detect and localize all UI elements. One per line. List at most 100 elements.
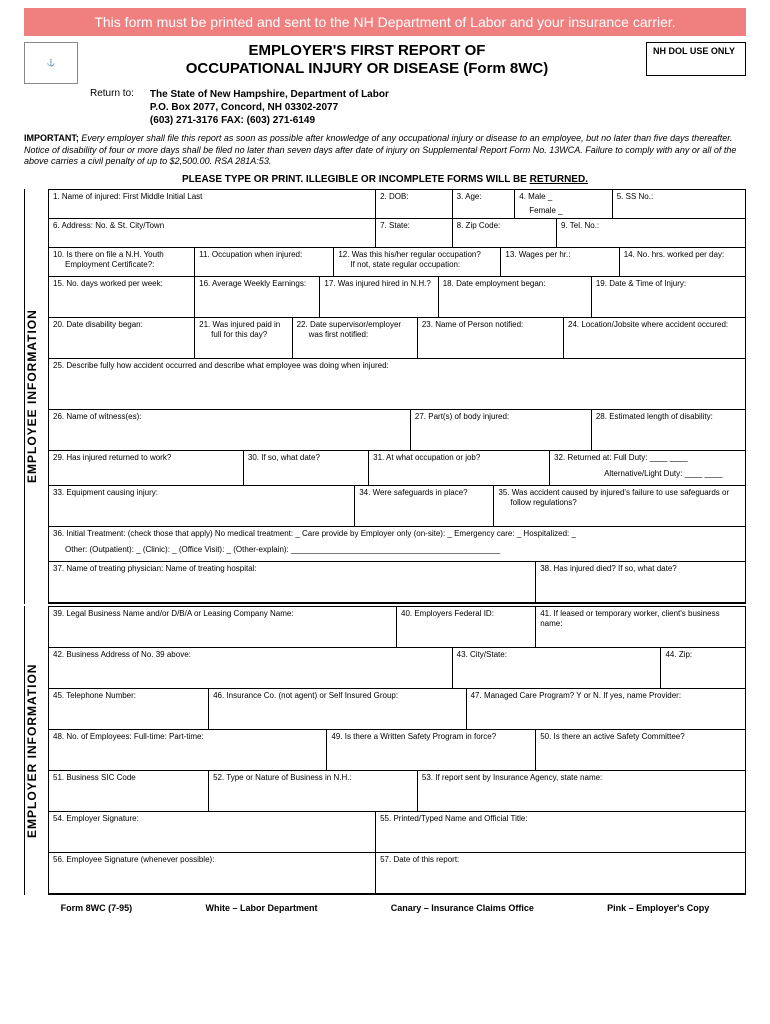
field-54[interactable]: 54. Employer Signature: — [49, 812, 376, 852]
banner: This form must be printed and sent to th… — [24, 8, 746, 36]
field-12b: If not, state regular occupation: — [338, 260, 496, 270]
field-39[interactable]: 39. Legal Business Name and/or D/B/A or … — [49, 607, 397, 647]
field-57[interactable]: 57. Date of this report: — [376, 853, 745, 893]
field-38[interactable]: 38. Has injured died? If so, what date? — [536, 562, 745, 602]
field-42[interactable]: 42. Business Address of No. 39 above: — [49, 648, 453, 688]
field-13[interactable]: 13. Wages per hr.: — [501, 248, 619, 276]
footer-white: White – Labor Department — [205, 903, 317, 913]
field-6[interactable]: 6. Address: No. & St. City/Town — [49, 219, 376, 247]
return-addr: The State of New Hampshire, Department o… — [150, 88, 389, 127]
important-text: Every employer shall file this report as… — [24, 133, 736, 166]
field-51[interactable]: 51. Business SIC Code — [49, 771, 209, 811]
instruct-text: PLEASE TYPE OR PRINT. ILLEGIBLE OR INCOM… — [182, 174, 530, 185]
header-row: ⚓ EMPLOYER'S FIRST REPORT OF OCCUPATIONA… — [24, 42, 746, 84]
field-25[interactable]: 25. Describe fully how accident occurred… — [49, 359, 745, 409]
field-52[interactable]: 52. Type or Nature of Business in N.H.: — [209, 771, 418, 811]
field-14[interactable]: 14. No. hrs. worked per day: — [620, 248, 745, 276]
field-15[interactable]: 15. No. days worked per week: — [49, 277, 195, 317]
field-2[interactable]: 2. DOB: — [376, 190, 453, 218]
field-46[interactable]: 46. Insurance Co. (not agent) or Self In… — [209, 689, 467, 729]
field-21a: 21. Was injured paid in — [199, 320, 287, 330]
field-10a: 10. Is there on file a N.H. Youth — [53, 250, 190, 260]
footer-canary: Canary – Insurance Claims Office — [391, 903, 534, 913]
field-56[interactable]: 56. Employee Signature (whenever possibl… — [49, 853, 376, 893]
field-35[interactable]: 35. Was accident caused by injured's fai… — [494, 486, 745, 526]
field-22b: was first notified: — [297, 330, 413, 340]
instruct-returned: RETURNED. — [530, 174, 588, 185]
field-30[interactable]: 30. If so, what date? — [244, 451, 369, 485]
field-5[interactable]: 5. SS No.: — [613, 190, 745, 218]
field-32[interactable]: 32. Returned at: Full Duty: ____ ____ Al… — [550, 451, 745, 485]
field-45[interactable]: 45. Telephone Number: — [49, 689, 209, 729]
return-label: Return to: — [90, 88, 134, 127]
field-31[interactable]: 31. At what occupation or job? — [369, 451, 550, 485]
field-7[interactable]: 7. State: — [376, 219, 453, 247]
addr-line2: P.O. Box 2077, Concord, NH 03302-2077 — [150, 101, 389, 114]
field-12[interactable]: 12. Was this his/her regular occupation?… — [334, 248, 501, 276]
field-17[interactable]: 17. Was injured hired in N.H.? — [320, 277, 438, 317]
field-18[interactable]: 18. Date employment began: — [439, 277, 592, 317]
field-36a: 36. Initial Treatment: (check those that… — [53, 529, 741, 539]
field-1[interactable]: 1. Name of injured: First Middle Initial… — [49, 190, 376, 218]
field-35b: follow regulations? — [498, 498, 741, 508]
addr-line1: The State of New Hampshire, Department o… — [150, 88, 389, 101]
field-9[interactable]: 9. Tel. No.: — [557, 219, 745, 247]
field-50[interactable]: 50. Is there an active Safety Committee? — [536, 730, 745, 770]
field-55[interactable]: 55. Printed/Typed Name and Official Titl… — [376, 812, 745, 852]
important-notice: IMPORTANT; Every employer shall file thi… — [24, 133, 746, 168]
state-seal-icon: ⚓ — [24, 42, 78, 84]
field-11[interactable]: 11. Occupation when injured: — [195, 248, 334, 276]
field-37[interactable]: 37. Name of treating physician: Name of … — [49, 562, 536, 602]
field-3[interactable]: 3. Age: — [453, 190, 516, 218]
return-address: Return to: The State of New Hampshire, D… — [90, 88, 746, 127]
field-4-male: 4. Male _ — [519, 192, 607, 202]
employer-grid: 39. Legal Business Name and/or D/B/A or … — [48, 606, 746, 895]
field-48[interactable]: 48. No. of Employees: Full-time: Part-ti… — [49, 730, 327, 770]
addr-line3: (603) 271-3176 FAX: (603) 271-6149 — [150, 114, 389, 127]
field-43[interactable]: 43. City/State: — [453, 648, 662, 688]
field-33[interactable]: 33. Equipment causing injury: — [49, 486, 355, 526]
field-20[interactable]: 20. Date disability began: — [49, 318, 195, 358]
field-22[interactable]: 22. Date supervisor/employer was first n… — [293, 318, 418, 358]
footer-pink: Pink – Employer's Copy — [607, 903, 709, 913]
field-32b: Alternative/Light Duty: ____ ____ — [554, 469, 741, 479]
field-4-female: Female _ — [519, 206, 607, 216]
field-40[interactable]: 40. Employers Federal ID: — [397, 607, 536, 647]
field-21[interactable]: 21. Was injured paid in full for this da… — [195, 318, 292, 358]
field-34[interactable]: 34. Were safeguards in place? — [355, 486, 494, 526]
employee-section: EMPLOYEE INFORMATION 1. Name of injured:… — [24, 189, 746, 604]
title-line2: OCCUPATIONAL INJURY OR DISEASE (Form 8WC… — [88, 60, 646, 78]
dol-use-only-box: NH DOL USE ONLY — [646, 42, 746, 76]
field-26[interactable]: 26. Name of witness(es): — [49, 410, 411, 450]
field-21b: full for this day? — [199, 330, 287, 340]
field-36[interactable]: 36. Initial Treatment: (check those that… — [49, 527, 745, 561]
important-label: IMPORTANT; — [24, 133, 79, 143]
footer: Form 8WC (7-95) White – Labor Department… — [24, 903, 746, 913]
field-8[interactable]: 8. Zip Code: — [453, 219, 557, 247]
field-19[interactable]: 19. Date & Time of Injury: — [592, 277, 745, 317]
employee-side-label: EMPLOYEE INFORMATION — [24, 189, 48, 604]
field-4[interactable]: 4. Male _ Female _ — [515, 190, 612, 218]
field-12a: 12. Was this his/her regular occupation? — [338, 250, 496, 260]
field-24[interactable]: 24. Location/Jobsite where accident occu… — [564, 318, 745, 358]
footer-form: Form 8WC (7-95) — [61, 903, 133, 913]
field-41[interactable]: 41. If leased or temporary worker, clien… — [536, 607, 745, 647]
field-29[interactable]: 29. Has injured returned to work? — [49, 451, 244, 485]
title-line1: EMPLOYER'S FIRST REPORT OF — [88, 42, 646, 60]
field-10[interactable]: 10. Is there on file a N.H. Youth Employ… — [49, 248, 195, 276]
employer-section: EMPLOYER INFORMATION 39. Legal Business … — [24, 606, 746, 895]
field-27[interactable]: 27. Part(s) of body injured: — [411, 410, 592, 450]
field-44[interactable]: 44. Zip: — [661, 648, 745, 688]
employee-grid: 1. Name of injured: First Middle Initial… — [48, 189, 746, 604]
field-49[interactable]: 49. Is there a Written Safety Program in… — [327, 730, 536, 770]
field-22a: 22. Date supervisor/employer — [297, 320, 413, 330]
instructions: PLEASE TYPE OR PRINT. ILLEGIBLE OR INCOM… — [24, 174, 746, 185]
field-10b: Employment Certificate?: — [53, 260, 190, 270]
field-16[interactable]: 16. Average Weekly Earnings: — [195, 277, 320, 317]
field-53[interactable]: 53. If report sent by Insurance Agency, … — [418, 771, 745, 811]
field-28[interactable]: 28. Estimated length of disability: — [592, 410, 745, 450]
field-23[interactable]: 23. Name of Person notified: — [418, 318, 564, 358]
field-32a: 32. Returned at: Full Duty: ____ ____ — [554, 453, 741, 463]
field-47[interactable]: 47. Managed Care Program? Y or N. If yes… — [467, 689, 745, 729]
title-block: EMPLOYER'S FIRST REPORT OF OCCUPATIONAL … — [88, 42, 646, 78]
